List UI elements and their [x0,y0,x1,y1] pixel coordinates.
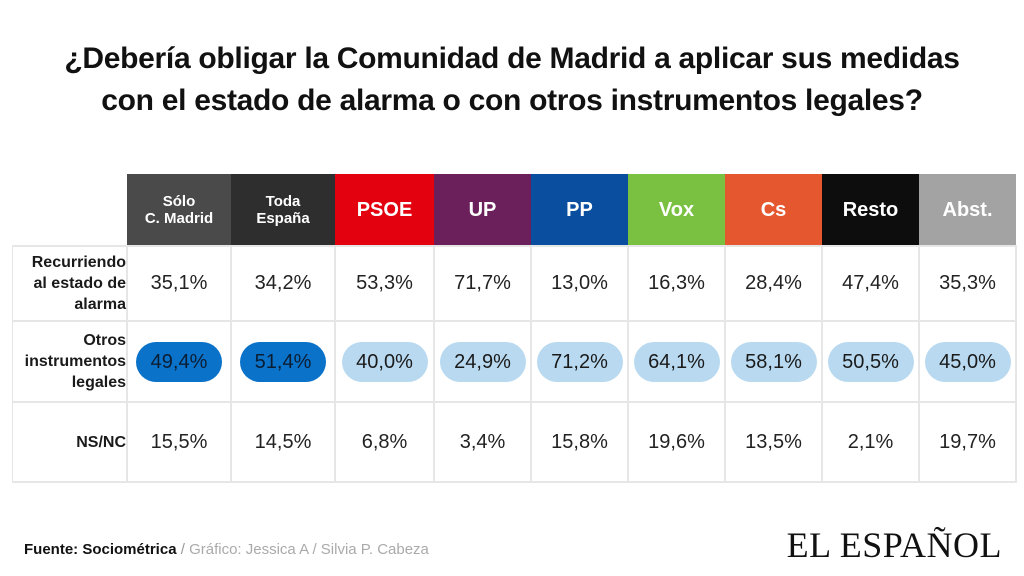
row-header-label: legales [71,374,126,391]
highlighted-value: 71,2% [536,341,623,382]
column-header-label: PSOE [356,198,413,221]
footer-separator: / [176,541,190,558]
value-cell: 3,4% [433,401,532,483]
row-header: Otros instrumentos legales [12,320,128,403]
value-label: 19,7% [939,430,996,453]
column-header-label: PP [566,198,593,221]
value-label: 15,8% [551,430,608,453]
value-cell: 71,2% [530,320,629,403]
highlighted-value: 45,0% [924,341,1011,382]
source-text: Fuente: Sociométrica [24,541,177,558]
row-header-label: alarma [74,296,126,313]
table-row: Recurriendo al estado de alarma 35,1% 34,2% 5… [12,245,1017,322]
value-cell: 49,4% [126,320,232,403]
value-label: 6,8% [361,430,408,453]
column-header: UP [434,174,531,246]
value-label: 14,5% [254,430,312,453]
column-header-label: Resto [842,198,899,221]
value-cell: 51,4% [230,320,336,403]
column-header-label: España [256,209,310,227]
column-header-label: Abst. [942,198,993,221]
value-label: 19,6% [648,430,705,453]
column-header: Resto [822,174,919,246]
value-label: 47,4% [842,272,899,294]
column-header: PSOE [335,174,434,246]
row-header-label: Otros [83,332,126,349]
value-cell: 14,5% [230,401,336,483]
highlighted-value: 58,1% [730,341,817,382]
footer: Fuente: Sociométrica / Gráfico: Jessica … [24,541,429,558]
value-cell: 50,5% [821,320,920,403]
row-header-label: instrumentos [24,353,126,370]
column-header: Sólo C. Madrid [127,174,231,246]
value-label: 35,3% [939,272,996,294]
table-body: Recurriendo al estado de alarma 35,1% 34,2% 5… [12,245,1017,483]
value-cell: 2,1% [821,401,920,483]
value-cell: 15,8% [530,401,629,483]
value-cell: 58,1% [724,320,823,403]
value-cell: 45,0% [918,320,1017,403]
value-label: 28,4% [745,272,802,294]
column-header-row: Sólo C. Madrid Toda España PSOE UP PP Vox Cs Rest… [12,174,1016,246]
value-cell: 40,0% [334,320,435,403]
value-label: 53,3% [356,272,413,294]
value-label: 16,3% [648,272,705,294]
highlighted-value: 51,4% [240,341,326,382]
column-header: Toda España [231,174,335,246]
value-label: 35,1% [150,272,208,294]
value-cell: 47,4% [821,245,920,322]
value-cell: 19,6% [627,401,726,483]
value-label: 13,0% [551,272,608,294]
table-row: Otros instrumentos legales 49,4% 51,4% 40,0% 2… [12,320,1017,403]
value-label: 2,1% [847,430,894,453]
value-cell: 28,4% [724,245,823,322]
column-header-label: Toda [265,192,301,210]
value-cell: 53,3% [334,245,435,322]
results-table: Sólo C. Madrid Toda España PSOE UP PP Vox Cs Rest… [12,174,1017,483]
row-header: NS/NC [12,401,128,483]
value-cell: 34,2% [230,245,336,322]
column-header-label: Vox [658,198,695,221]
highlighted-value: 49,4% [136,341,222,382]
value-label: 71,7% [454,272,511,294]
column-header-label: Cs [760,198,787,221]
row-header-label: Recurriendo [31,254,126,271]
value-label: 15,5% [150,430,208,453]
column-header: Vox [628,174,725,246]
value-cell: 35,1% [126,245,232,322]
column-header: Abst. [919,174,1016,246]
value-cell: 64,1% [627,320,726,403]
value-cell: 24,9% [433,320,532,403]
highlighted-value: 50,5% [827,341,914,382]
highlighted-value: 24,9% [439,341,526,382]
value-cell: 19,7% [918,401,1017,483]
value-cell: 6,8% [334,401,435,483]
value-cell: 71,7% [433,245,532,322]
value-cell: 35,3% [918,245,1017,322]
column-header: Cs [725,174,822,246]
column-header-label: Sólo [162,192,196,210]
row-header-label: al estado de [33,275,126,292]
row-header: Recurriendo al estado de alarma [12,245,128,322]
row-header-label: NS/NC [76,433,126,451]
value-label: 3,4% [459,430,506,453]
value-label: 13,5% [745,430,802,453]
column-header: PP [531,174,628,246]
value-cell: 15,5% [126,401,232,483]
chart-title-line-1: ¿Debería obligar la Comunidad de Madrid … [64,42,960,75]
el-espanol-logo: EL ESPAÑOL [786,525,1002,565]
chart-title-line-2: con el estado de alarma o con otros inst… [101,84,923,117]
column-header-label: UP [468,198,497,221]
table-row: NS/NC 15,5% 14,5% 6,8% 3,4% 15,8% 19,6% 13,5% 2,… [12,401,1017,483]
highlighted-value: 64,1% [633,341,720,382]
value-cell: 13,5% [724,401,823,483]
value-cell: 16,3% [627,245,726,322]
value-label: 34,2% [254,272,312,294]
value-cell: 13,0% [530,245,629,322]
table-corner [12,174,127,246]
highlighted-value: 40,0% [341,341,428,382]
credit-text: Gráfico: Jessica A / Silvia P. Cabeza [189,541,429,558]
column-header-label: C. Madrid [144,209,214,227]
chart-title: ¿Debería obligar la Comunidad de Madrid … [0,38,1024,122]
